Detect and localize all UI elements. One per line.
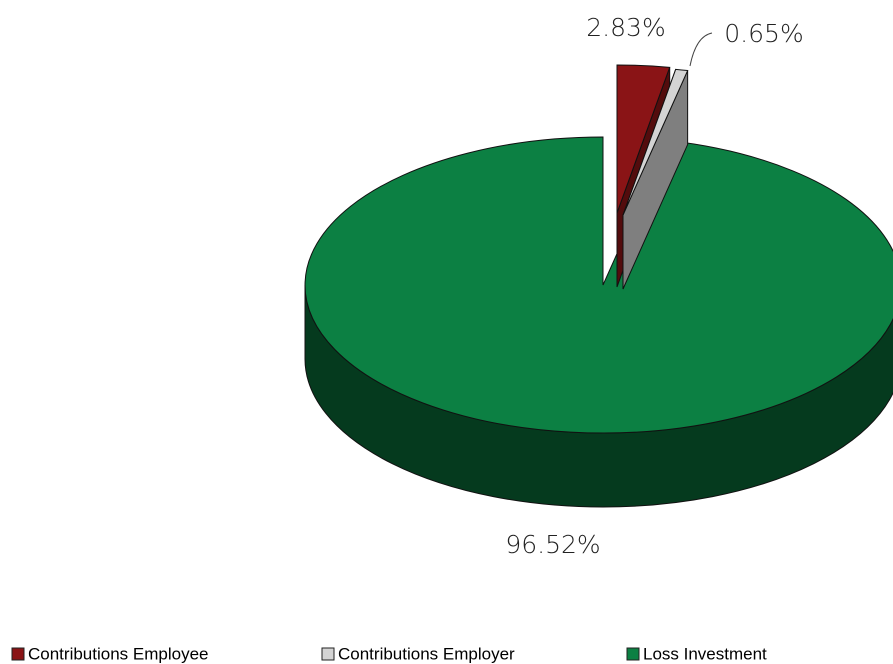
pie-slice bbox=[304, 136, 893, 434]
legend-label: Contributions Employee bbox=[28, 644, 208, 663]
leader-line bbox=[689, 32, 713, 67]
pie-slice bbox=[622, 68, 689, 216]
legend-swatch bbox=[626, 647, 640, 661]
data-label: 0.65% bbox=[724, 19, 803, 48]
data-label: 96.52% bbox=[505, 530, 600, 559]
data-label: 2.83% bbox=[586, 13, 665, 42]
legend-label: Contributions Employer bbox=[338, 644, 515, 663]
legend-swatch bbox=[11, 647, 25, 661]
legend-label: Loss Investment bbox=[643, 644, 767, 663]
pie-slice bbox=[616, 64, 671, 214]
legend-swatch bbox=[321, 647, 335, 661]
